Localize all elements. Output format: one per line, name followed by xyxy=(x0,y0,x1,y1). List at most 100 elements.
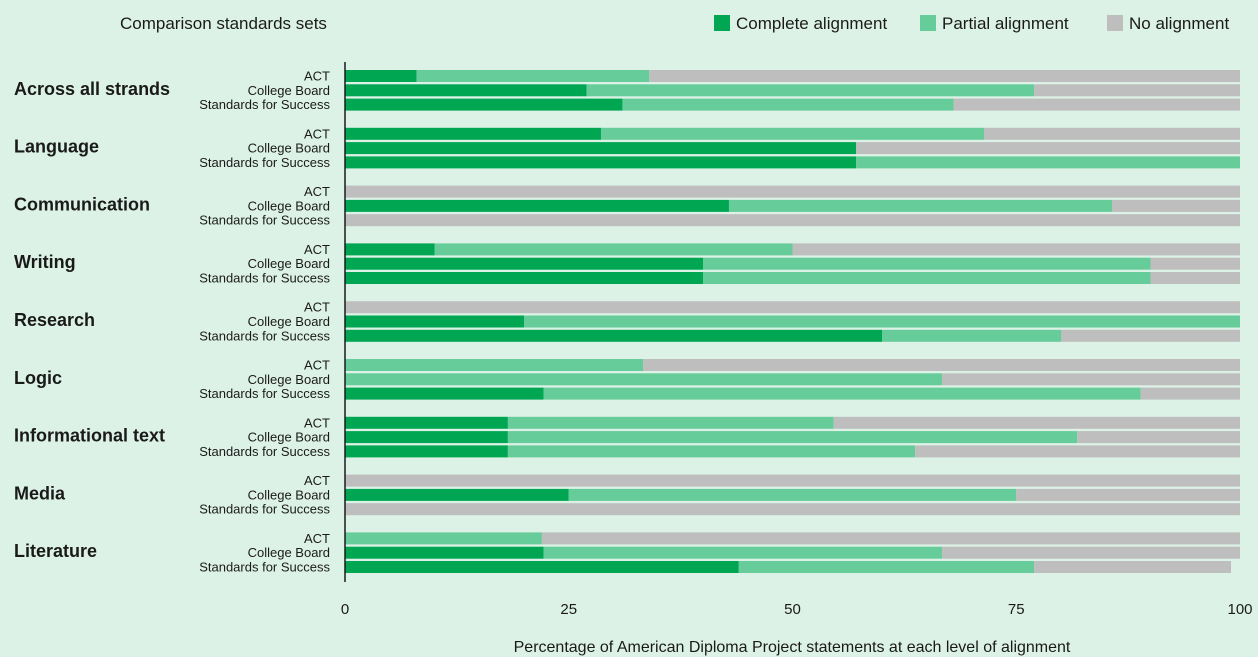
bar-segment-complete xyxy=(345,329,882,342)
bar-segment-partial xyxy=(586,84,1035,97)
bar-segment-partial xyxy=(728,199,1113,212)
bar-segment-none xyxy=(984,127,1240,140)
bar-segment-complete xyxy=(345,272,703,284)
bar-segment-complete xyxy=(345,84,587,97)
set-label-standards-for-success: Standards for Success xyxy=(199,386,330,401)
bar-segment-partial xyxy=(622,98,954,111)
group-label-media: Media xyxy=(14,483,66,503)
bar-segment-partial xyxy=(345,359,644,371)
bar-segment-none xyxy=(345,301,1240,314)
bar-segment-none xyxy=(833,416,1240,429)
set-label-act: ACT xyxy=(304,473,330,488)
bar-segment-none xyxy=(345,474,1240,487)
group-label-logic: Logic xyxy=(14,368,62,388)
set-label-standards-for-success: Standards for Success xyxy=(199,97,330,112)
set-label-college-board: College Board xyxy=(248,545,330,560)
set-label-college-board: College Board xyxy=(248,83,330,98)
set-label-act: ACT xyxy=(304,184,330,199)
legend-label-partial: Partial alignment xyxy=(942,14,1069,33)
bar-segment-partial xyxy=(507,416,834,429)
bar-segment-complete xyxy=(345,416,508,429)
set-label-standards-for-success: Standards for Success xyxy=(199,502,330,517)
bar-segment-none xyxy=(941,373,1240,386)
bar-segment-complete xyxy=(345,127,601,140)
bar-segment-none xyxy=(1034,84,1240,97)
bar-segment-partial xyxy=(543,387,1141,400)
set-label-college-board: College Board xyxy=(248,372,330,387)
bar-segment-none xyxy=(1034,561,1232,573)
set-label-act: ACT xyxy=(304,69,330,84)
legend-label-none: No alignment xyxy=(1129,14,1229,33)
set-label-standards-for-success: Standards for Success xyxy=(199,328,330,343)
bar-segment-partial xyxy=(856,156,1240,169)
x-axis-ticks: 0 25 50 75 100 xyxy=(341,601,1253,618)
bar-segment-complete xyxy=(345,257,703,270)
group-label-informational-text: Informational text xyxy=(14,426,165,446)
set-label-college-board: College Board xyxy=(248,141,330,156)
set-label-college-board: College Board xyxy=(248,487,330,502)
bar-segment-partial xyxy=(543,546,942,559)
bar-segment-complete xyxy=(345,546,544,559)
bar-segment-none xyxy=(953,98,1240,111)
legend-swatch-partial xyxy=(920,15,936,31)
group-label-literature: Literature xyxy=(14,541,97,561)
bar-segment-complete xyxy=(345,199,729,212)
bar-segment-none xyxy=(1061,329,1240,342)
set-label-act: ACT xyxy=(304,242,330,257)
set-label-standards-for-success: Standards for Success xyxy=(199,271,330,286)
x-axis-title: Percentage of American Diploma Project s… xyxy=(514,639,1071,656)
bar-segment-none xyxy=(541,532,1240,545)
set-label-act: ACT xyxy=(304,415,330,430)
legend: Complete alignment Partial alignment No … xyxy=(714,14,1229,33)
bar-segment-complete xyxy=(345,70,417,82)
bar-segment-none xyxy=(792,243,1240,256)
bar-segment-none xyxy=(1016,488,1240,501)
bar-segment-complete xyxy=(345,156,857,169)
bar-segment-complete xyxy=(345,387,544,400)
group-label-language: Language xyxy=(14,137,99,157)
bar-segment-complete xyxy=(345,315,524,328)
bar-segment-none xyxy=(941,546,1240,559)
set-label-act: ACT xyxy=(304,358,330,373)
x-tick-label: 50 xyxy=(784,601,801,618)
bar-segment-none xyxy=(915,445,1240,458)
x-tick-label: 100 xyxy=(1227,601,1252,618)
legend-title: Comparison standards sets xyxy=(120,14,327,33)
bar-segment-partial xyxy=(434,243,793,256)
x-tick-label: 25 xyxy=(560,601,577,618)
set-label-standards-for-success: Standards for Success xyxy=(199,213,330,228)
bar-segment-partial xyxy=(703,272,1151,284)
x-tick-label: 0 xyxy=(341,601,349,618)
bar-segment-partial xyxy=(703,257,1151,270)
bar-segment-partial xyxy=(882,329,1061,342)
bar-segment-complete xyxy=(345,445,508,458)
bar-segment-complete xyxy=(345,488,569,501)
bar-segment-complete xyxy=(345,561,739,573)
bar-segment-none xyxy=(345,214,1240,227)
set-label-college-board: College Board xyxy=(248,314,330,329)
set-label-standards-for-success: Standards for Success xyxy=(199,155,330,170)
bar-segment-partial xyxy=(600,127,985,140)
set-label-act: ACT xyxy=(304,300,330,315)
legend-swatch-complete xyxy=(714,15,730,31)
set-label-act: ACT xyxy=(304,126,330,141)
bar-segment-partial xyxy=(507,431,1078,444)
set-label-act: ACT xyxy=(304,531,330,546)
bar-segment-none xyxy=(643,359,1240,371)
group-label-writing: Writing xyxy=(14,252,76,272)
bar-segment-partial xyxy=(524,315,1240,328)
bar-segment-none xyxy=(649,70,1240,82)
bar-segment-partial xyxy=(738,561,1035,573)
group-label-communication: Communication xyxy=(14,194,150,214)
group-label-research: Research xyxy=(14,310,95,330)
bar-segment-complete xyxy=(345,142,857,155)
legend-label-complete: Complete alignment xyxy=(736,14,887,33)
bar-segment-complete xyxy=(345,431,508,444)
bar-segment-none xyxy=(1077,431,1240,444)
set-label-college-board: College Board xyxy=(248,256,330,271)
bar-segment-none xyxy=(345,185,1240,198)
bars-layer xyxy=(345,70,1240,573)
bar-segment-none xyxy=(1150,257,1240,270)
bar-segment-partial xyxy=(568,488,1017,501)
